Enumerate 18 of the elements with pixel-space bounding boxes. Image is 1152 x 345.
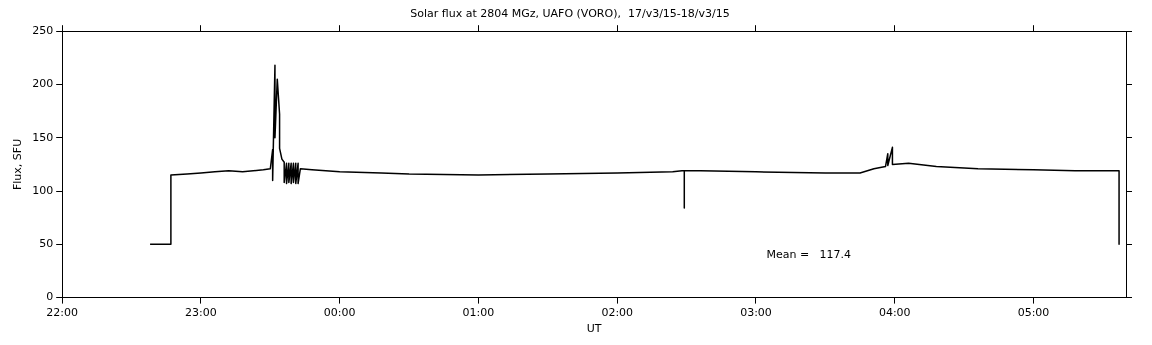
y-tick-label: 250 [32, 24, 54, 38]
y-tick-label: 0 [46, 290, 54, 304]
x-tick-label: 01:00 [462, 306, 495, 320]
y-axis-title: Flux, SFU [11, 138, 25, 191]
x-tick-label: 03:00 [740, 306, 772, 320]
x-axis-title: UT [586, 322, 602, 336]
x-tick-label: 04:00 [878, 306, 911, 320]
x-tick-label: 23:00 [185, 306, 217, 320]
x-tick-label: 22:00 [46, 306, 79, 320]
chart-title: Solar flux at 2804 MGz, UAFO (VORO), 17/v3/15-18/v3/15 [410, 7, 730, 21]
y-tick-label: 100 [32, 183, 54, 197]
y-tick-label: 200 [32, 77, 54, 91]
x-tick-label: 05:00 [1017, 306, 1050, 320]
y-tick-label: 50 [39, 237, 54, 251]
y-tick-label: 150 [32, 130, 54, 144]
x-tick-label: 02:00 [601, 306, 634, 320]
annotation: Mean = 117.4 [766, 247, 852, 261]
x-tick-label: 00:00 [323, 306, 356, 320]
